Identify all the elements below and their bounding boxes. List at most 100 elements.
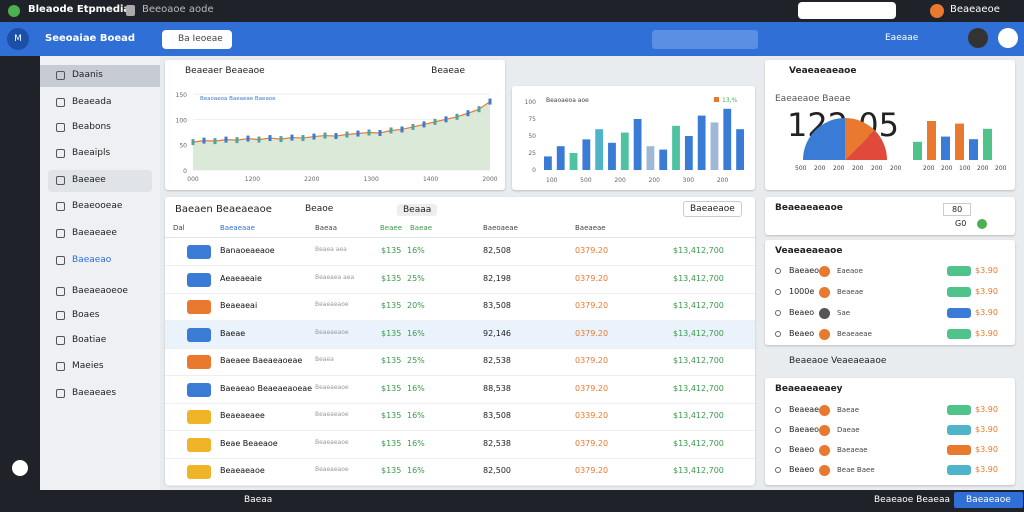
- list-bar: [947, 308, 971, 318]
- candle: [334, 133, 338, 140]
- candle: [213, 138, 217, 145]
- avatar: [930, 4, 944, 18]
- app-logo[interactable]: M: [7, 28, 29, 50]
- bar: [710, 122, 719, 170]
- panel-title: Veaeaeaeaoe: [775, 246, 843, 256]
- x-tick-label: 1200: [245, 176, 260, 183]
- cell: Beaeaeaoe: [220, 466, 265, 475]
- legend: Beaoaeoa Baeaeae Baeaoe: [200, 96, 276, 102]
- bar: [608, 142, 616, 170]
- tab-icon: [126, 5, 135, 16]
- gauge-segment: [845, 130, 887, 160]
- candle: [466, 110, 470, 117]
- center-field[interactable]: [652, 30, 758, 49]
- list-label: Beaeae: [789, 405, 820, 414]
- candle: [356, 130, 360, 137]
- menu-item[interactable]: Baeaeaes: [72, 388, 117, 398]
- row-icon: [187, 382, 211, 397]
- cell: Beaeaeaoe: [315, 301, 349, 308]
- row-divider: [165, 375, 755, 376]
- menu-item[interactable]: Baeaeao: [72, 255, 112, 265]
- app-bar: M Seeoaiae Boead Ba Ieoeae Eaeaae: [0, 22, 1024, 56]
- cell: 0379.20: [575, 246, 609, 255]
- search-input[interactable]: Ba Ieoeae: [162, 30, 232, 49]
- row-divider: [165, 485, 755, 486]
- candle: [411, 123, 415, 130]
- list-icon: [775, 289, 781, 295]
- cell: $13,412,700: [673, 466, 724, 475]
- legend-swatch: [714, 97, 719, 102]
- panel-action[interactable]: Beaeae: [431, 66, 465, 76]
- list-icon: [775, 427, 781, 433]
- list-icon: [775, 447, 781, 453]
- gauge-segment: [803, 118, 845, 160]
- divider: [165, 237, 755, 238]
- cell: $13,412,700: [673, 383, 724, 393]
- side-panel: Beaeaeaeaoe 80 G0: [765, 197, 1015, 235]
- user-name[interactable]: Beaeaeoe: [950, 4, 1000, 15]
- x-tick-label: 300: [683, 177, 695, 184]
- cell: Beaea: [315, 356, 334, 363]
- menu-item[interactable]: Baeaeaoeoe: [72, 286, 128, 296]
- candle: [202, 137, 206, 144]
- avatar[interactable]: [968, 28, 988, 48]
- menu-item[interactable]: Beaeada: [72, 97, 112, 107]
- list-dot: [819, 308, 830, 319]
- list-value: $3.90: [975, 308, 998, 317]
- cell: 0379.20: [575, 356, 609, 365]
- search-box[interactable]: [798, 2, 896, 19]
- menu-item[interactable]: Baeaee: [72, 175, 106, 185]
- x-tick-label: 000: [187, 176, 199, 183]
- line-chart: 0 50 100 150 Beaoaeoa Baeaeae Baeaoe 000 1200 2…: [176, 92, 498, 183]
- setting-box[interactable]: G0: [955, 219, 967, 228]
- menu-item[interactable]: Daanis: [72, 70, 103, 80]
- cell: $135: [381, 466, 402, 475]
- menu-item[interactable]: Beabons: [72, 122, 111, 132]
- taskbar-app[interactable]: Baeaa: [244, 495, 273, 505]
- menu-icon: [56, 202, 65, 211]
- cell: Beaeaeaoe: [315, 466, 349, 473]
- tab-title[interactable]: Beeoaoe aode: [142, 4, 214, 15]
- cell: $13,412,700: [673, 438, 724, 448]
- account-menu[interactable]: Eaeaae: [885, 33, 919, 43]
- tab-title[interactable]: Bleaode Etpmedia: [28, 4, 131, 15]
- menu-item[interactable]: Maeies: [72, 361, 104, 371]
- column-header: Baeaa: [315, 224, 337, 232]
- cell: 0379.20: [575, 383, 609, 393]
- cell: $135: [381, 328, 402, 338]
- bar: [659, 149, 668, 170]
- line-panel: Beaeaer Beaeaoe Beaeae 0 50 100 150 Beaoaeoa…: [165, 60, 505, 190]
- menu-item[interactable]: Baeaeaee: [72, 228, 117, 238]
- filter[interactable]: Beaoe: [305, 204, 334, 214]
- panel-title: Beaeaeaeaoe: [775, 203, 843, 213]
- panel-footer[interactable]: Beaeaoe Veaeaeaaoe: [789, 356, 887, 366]
- menu-item[interactable]: Boatiae: [72, 335, 107, 345]
- x-tick-label: 200: [717, 177, 729, 184]
- bar: [736, 129, 744, 170]
- row-icon: [187, 437, 211, 452]
- menu-item[interactable]: Beaeooeae: [72, 201, 123, 211]
- column-header: Baeaeae: [575, 224, 606, 232]
- help-icon[interactable]: [12, 460, 28, 476]
- setting-box[interactable]: 80: [943, 203, 972, 216]
- list-sublabel: Beaeaeae: [837, 330, 872, 338]
- notify-button[interactable]: [998, 28, 1018, 48]
- taskbar-button[interactable]: Baeaeaoe: [954, 492, 1023, 508]
- list-dot: [819, 287, 830, 298]
- menu-icon: [56, 287, 65, 296]
- menu-item[interactable]: Baeaipls: [72, 148, 111, 158]
- cell: $13,412,700: [673, 301, 724, 310]
- side-panel: Beaeaeaeaey Beaeae Baeae $3.90 Baeaeo Daeae $…: [765, 378, 1015, 485]
- menu-item[interactable]: Boaes: [72, 310, 100, 320]
- cell: $135: [381, 301, 402, 310]
- bar: [983, 128, 992, 160]
- candle: [312, 133, 316, 140]
- table-action[interactable]: Baeaeaoe: [683, 201, 742, 217]
- filter[interactable]: Beaaa: [397, 204, 438, 216]
- y-tick-label: 75: [528, 116, 536, 123]
- cell: Beaeaea aea: [315, 273, 355, 281]
- sidebar: Daanis Beaeada Beabons Baeaipls Baeaee Beaeoo…: [40, 56, 160, 490]
- bar: [595, 129, 604, 170]
- bar: [684, 136, 693, 170]
